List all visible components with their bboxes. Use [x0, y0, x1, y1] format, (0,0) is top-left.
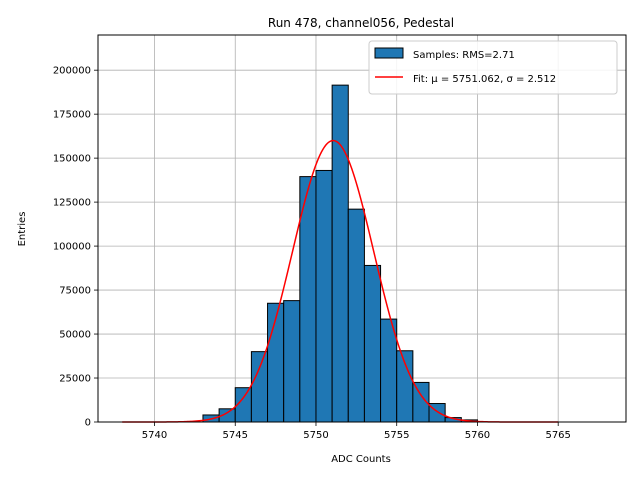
histogram-bar	[315, 169, 333, 423]
y-tick-label: 0	[85, 418, 91, 429]
x-axis-label: ADC Counts	[331, 454, 391, 465]
x-tick-label: 5740	[142, 430, 167, 441]
x-tick-label: 5750	[303, 430, 328, 441]
histogram-bars	[202, 84, 478, 423]
y-tick-label: 125000	[53, 198, 91, 209]
y-tick-label: 200000	[53, 66, 91, 77]
legend-samples-patch	[374, 47, 404, 59]
y-axis-ticks: 0 25000 50000 75000 100000 125000 150000 175000…	[53, 66, 98, 429]
legend-frame	[368, 40, 618, 95]
y-tick-label: 50000	[59, 330, 91, 341]
x-tick-label: 5745	[223, 430, 248, 441]
x-axis-ticks: 5740 5745 5750 5755 5760 5765	[142, 422, 571, 441]
chart-title: Run 478, channel056, Pedestal	[268, 16, 454, 30]
y-tick-label: 100000	[53, 242, 91, 253]
plot-frame	[97, 34, 627, 423]
y-tick-label: 175000	[53, 110, 91, 121]
histogram-bar	[363, 264, 382, 423]
legend-samples-label: Samples: RMS=2.71	[413, 50, 515, 61]
y-axis-label: Entries	[17, 212, 28, 247]
y-tick-label: 25000	[59, 374, 91, 385]
x-tick-label: 5755	[384, 430, 409, 441]
histogram-bar	[283, 300, 301, 423]
y-tick-label: 150000	[53, 154, 91, 165]
histogram-bar	[331, 84, 349, 423]
legend-fit-label: Fit: μ = 5751.062, σ = 2.512	[413, 74, 556, 85]
x-tick-label: 5765	[545, 430, 570, 441]
histogram-bar	[380, 318, 398, 423]
histogram-bar	[250, 351, 269, 423]
y-tick-label: 75000	[59, 286, 91, 297]
histogram-bar	[347, 208, 365, 423]
legend: Samples: RMS=2.71 Fit: μ = 5751.062, σ =…	[368, 40, 618, 95]
x-tick-label: 5760	[465, 430, 490, 441]
